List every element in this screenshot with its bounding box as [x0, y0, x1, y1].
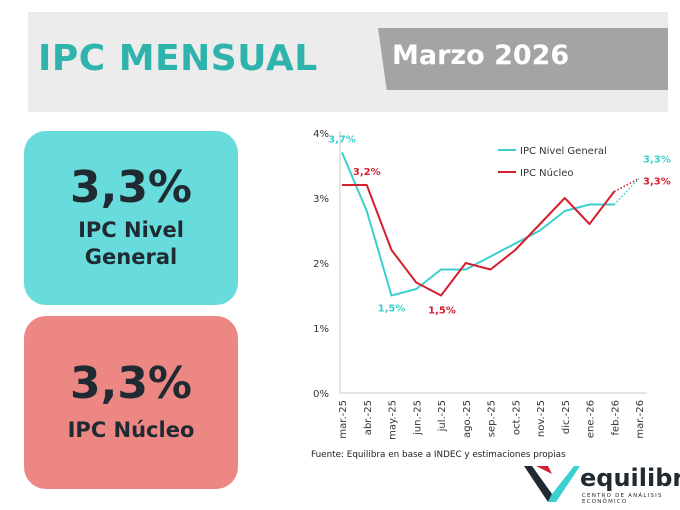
y-tick-label: 2%	[313, 259, 329, 270]
equilibra-logo-icon	[524, 466, 580, 502]
x-tick-label: nov.-25	[536, 400, 547, 437]
card-nucleo-label: IPC Núcleo	[67, 417, 195, 442]
x-tick-label: sep.-25	[487, 400, 498, 437]
x-tick-label: oct.-25	[511, 400, 522, 435]
data-label: 1,5%	[428, 306, 456, 317]
series-dotted-segment-nucleo	[613, 177, 640, 193]
x-tick-label: mar.-25	[338, 400, 349, 439]
data-label: 3,3%	[643, 155, 671, 166]
data-label: 3,3%	[643, 177, 671, 188]
series-line-nucleo	[342, 184, 616, 297]
logo-tagline: CENTRO DE ANÁLISIS ECONÓMICO	[582, 493, 663, 505]
x-tick-label: feb.-26	[610, 400, 621, 436]
series-line-general	[341, 152, 615, 297]
card-general-value: 3,3%	[69, 161, 193, 213]
card-general-label-line1: IPC Nivel	[78, 217, 184, 242]
y-tick-label: 1%	[313, 324, 329, 335]
card-ipc-general: 3,3% IPC Nivel General	[24, 131, 238, 305]
line-chart: 0% 1% 2% 3% 4% mar.-25 abr.-25 may.-25 jun.-25 ju…	[313, 129, 671, 440]
legend-label: IPC Nivel General	[520, 146, 607, 157]
data-label: 1,5%	[378, 304, 406, 315]
x-tick-label: jun.-25	[412, 400, 423, 436]
period-box	[378, 28, 668, 90]
logo-wordmark: equilibra	[580, 464, 680, 492]
y-tick-label: 0%	[313, 389, 329, 400]
y-tick-label: 4%	[313, 129, 329, 140]
x-tick-label: abr.-25	[363, 400, 374, 435]
data-label: 3,7%	[328, 135, 356, 146]
y-tick-label: 3%	[313, 194, 329, 205]
period-label: Marzo 2026	[392, 40, 570, 71]
x-tick-label: mar.-26	[635, 400, 646, 439]
x-tick-label: may.-25	[388, 400, 399, 440]
x-tick-label: ago.-25	[462, 400, 473, 438]
card-nucleo-value: 3,3%	[69, 357, 193, 409]
card-general-label-line2: General	[84, 245, 178, 270]
data-label: 3,2%	[353, 167, 381, 178]
source-note: Fuente: Equilibra en base a INDEC y esti…	[311, 450, 566, 460]
card-ipc-nucleo: 3,3% IPC Núcleo	[24, 316, 238, 489]
page-title: IPC MENSUAL	[38, 38, 318, 79]
legend-label: IPC Núcleo	[520, 167, 574, 179]
series-dotted-segment-general	[613, 177, 640, 206]
x-tick-label: dic.-25	[561, 400, 572, 434]
x-tick-label: jul.-25	[437, 400, 448, 432]
x-tick-label: ene.-26	[586, 400, 597, 438]
